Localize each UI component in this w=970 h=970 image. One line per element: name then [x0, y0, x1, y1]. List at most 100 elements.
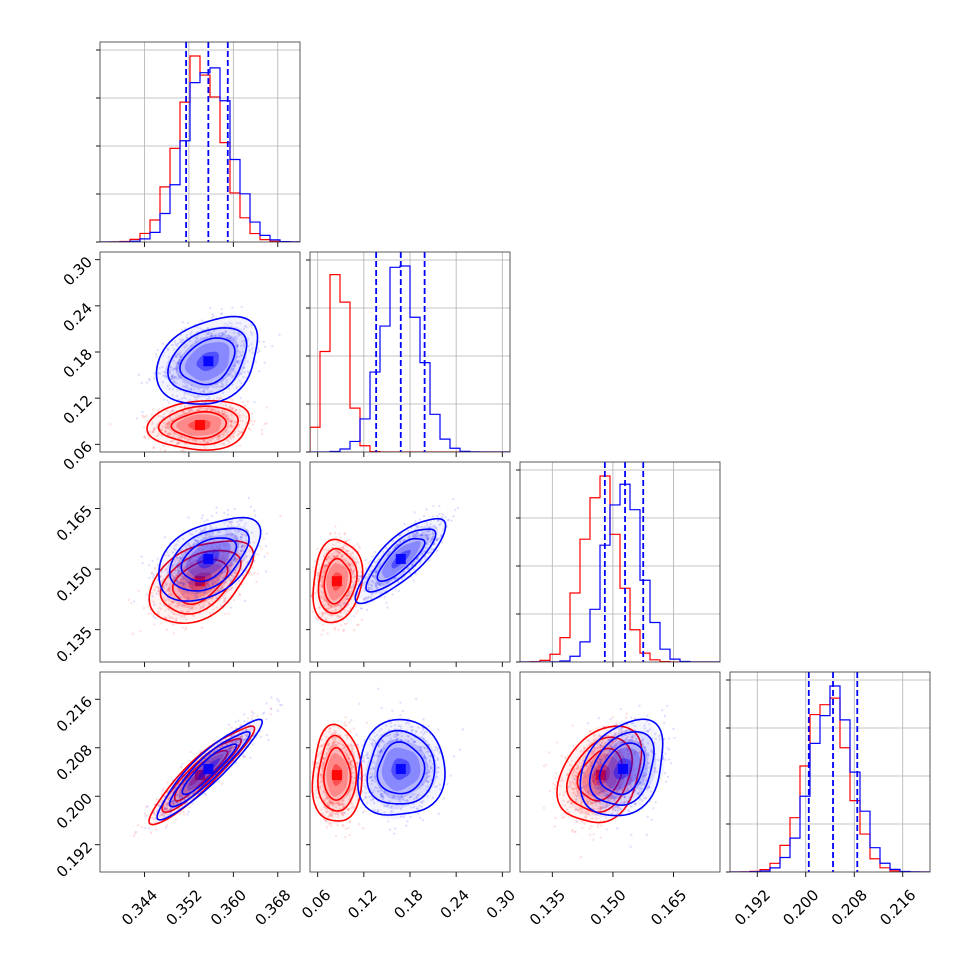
sample-point — [171, 435, 174, 438]
sample-point — [163, 807, 166, 811]
sample-point — [164, 374, 167, 377]
sample-point — [338, 727, 341, 730]
sample-point — [173, 340, 176, 343]
sample-point — [413, 792, 416, 796]
sample-point — [611, 741, 614, 745]
sample-point — [376, 753, 379, 756]
sample-point — [316, 573, 320, 577]
sample-point — [209, 611, 212, 615]
sample-point — [265, 702, 268, 705]
sample-point — [238, 592, 241, 596]
sample-point — [373, 777, 376, 780]
sample-point — [633, 734, 636, 738]
sample-point — [201, 539, 204, 542]
sample-point — [577, 764, 580, 767]
sample-point — [419, 800, 423, 804]
sample-point — [413, 740, 416, 744]
sample-point — [181, 568, 185, 571]
sample-point — [371, 588, 374, 592]
sample-point — [237, 529, 240, 533]
sample-point — [327, 743, 330, 747]
sample-point — [234, 720, 237, 723]
sample-point — [658, 733, 662, 736]
sample-point — [186, 813, 189, 816]
sample-point — [239, 333, 242, 336]
sample-point — [176, 563, 179, 567]
sample-point — [200, 529, 204, 533]
sample-point — [222, 576, 225, 579]
sample-point — [618, 807, 621, 810]
sample-point — [426, 795, 429, 798]
sample-point — [426, 537, 430, 541]
sample-point — [159, 589, 162, 593]
sample-point — [590, 764, 593, 768]
sample-point — [228, 568, 231, 571]
sample-point — [343, 803, 346, 807]
sample-point — [244, 728, 248, 731]
sample-point — [175, 394, 179, 398]
sample-point — [563, 804, 567, 807]
sample-point — [372, 739, 375, 742]
sample-point — [209, 753, 212, 756]
sample-point — [425, 534, 428, 538]
sample-point — [413, 534, 417, 537]
sample-point — [399, 714, 402, 717]
sample-point — [350, 806, 353, 810]
sample-point — [242, 343, 246, 346]
sample-point — [633, 790, 636, 793]
sample-point — [431, 532, 434, 536]
sample-point — [180, 615, 183, 619]
sample-point — [338, 550, 341, 553]
sample-point — [226, 336, 229, 340]
sample-point — [429, 533, 432, 536]
sample-point — [343, 747, 346, 751]
hist-panel-3: 0.192 0.200 0.208 0.216 — [726, 671, 931, 929]
sample-point — [436, 758, 440, 762]
sample-point — [230, 420, 233, 423]
sample-point — [238, 529, 242, 533]
sample-point — [166, 801, 169, 804]
sample-point — [404, 799, 407, 802]
sample-point — [334, 608, 337, 611]
sample-point — [340, 811, 343, 814]
sample-point — [241, 729, 245, 733]
sample-point — [586, 800, 589, 804]
sample-point — [239, 740, 243, 744]
sample-point — [423, 558, 427, 561]
sample-point — [246, 529, 249, 533]
sample-point — [169, 593, 173, 597]
sample-point — [152, 600, 155, 603]
sample-point — [168, 795, 172, 799]
sample-point — [413, 797, 416, 800]
sample-point — [422, 728, 425, 732]
sample-point — [214, 408, 217, 412]
sample-point — [324, 548, 327, 551]
sample-point — [416, 558, 419, 561]
sample-point — [343, 547, 346, 551]
sample-point — [155, 592, 158, 595]
sample-point — [328, 742, 332, 746]
sample-point — [324, 552, 327, 556]
density-peak — [195, 770, 205, 781]
sample-point — [215, 553, 219, 556]
sample-point — [409, 725, 412, 729]
sample-point — [314, 789, 318, 792]
sample-point — [236, 739, 240, 742]
sample-point — [571, 792, 575, 795]
sample-point — [627, 728, 630, 731]
sample-point — [219, 385, 222, 388]
sample-point — [342, 602, 346, 606]
sample-point — [626, 747, 629, 750]
sample-point — [217, 333, 220, 336]
sample-point — [584, 754, 587, 757]
sample-point — [176, 580, 180, 584]
sample-point — [235, 387, 238, 390]
sample-point — [191, 605, 194, 609]
sample-point — [381, 795, 384, 799]
sample-point — [179, 800, 183, 803]
sample-point — [216, 436, 220, 439]
sample-point — [641, 737, 645, 741]
sample-point — [327, 822, 330, 826]
sample-point — [173, 367, 177, 370]
sample-point — [172, 367, 176, 371]
